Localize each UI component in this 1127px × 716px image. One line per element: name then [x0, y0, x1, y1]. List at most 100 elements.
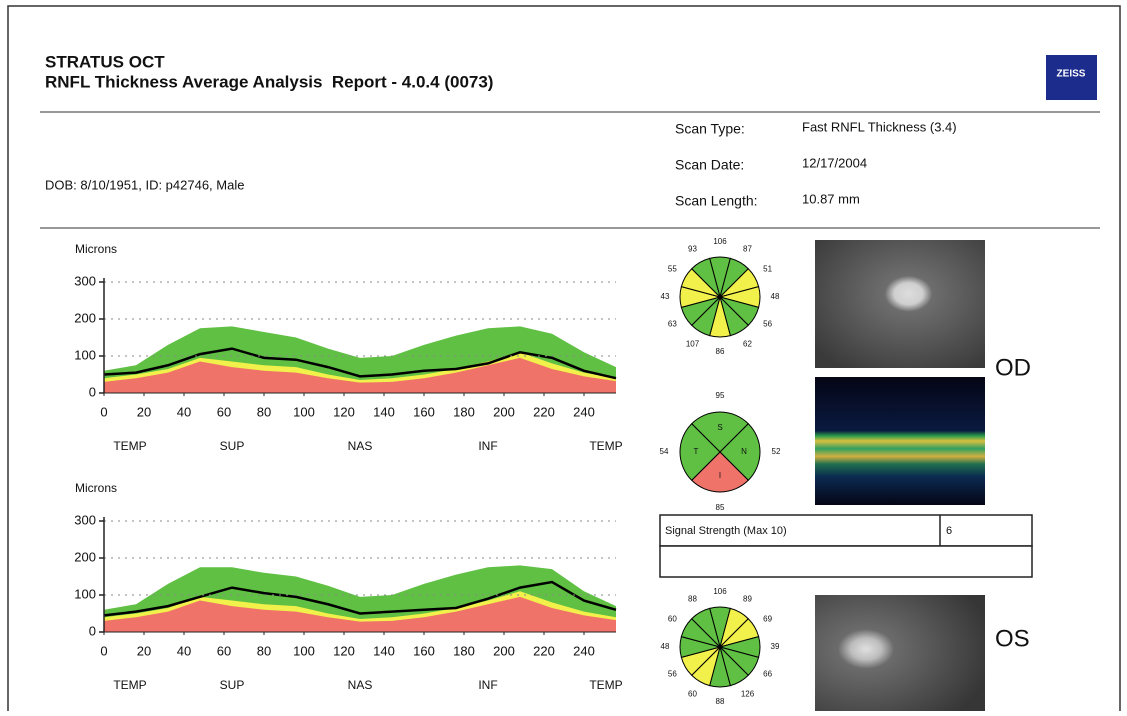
clock-value: 88 — [716, 697, 725, 706]
region-label: SUP — [220, 439, 245, 453]
fundus-image — [815, 595, 985, 715]
clock-value: 86 — [716, 347, 725, 356]
clock-value: 56 — [763, 320, 772, 329]
y-tick-label: 300 — [74, 273, 96, 288]
x-tick-label: 40 — [177, 643, 191, 658]
clock-value: 62 — [743, 340, 752, 349]
patient-info: DOB: 8/10/1951, ID: p42746, Male — [45, 177, 244, 192]
x-tick-label: 20 — [137, 404, 151, 419]
clock-value: 39 — [771, 642, 780, 651]
quadrant-letter: T — [694, 447, 699, 456]
clock-value: 63 — [668, 320, 677, 329]
fundus-image — [815, 240, 985, 368]
clock-value: 88 — [688, 594, 697, 603]
eye-label: OD — [995, 354, 1031, 381]
page-frame — [7, 5, 1121, 716]
normal-band — [104, 596, 616, 632]
x-tick-label: 40 — [177, 404, 191, 419]
logo-box — [1046, 55, 1097, 100]
x-tick-label: 240 — [573, 643, 595, 658]
thickness-line — [103, 580, 617, 617]
x-tick-label: 180 — [453, 404, 475, 419]
quadrant-letter: N — [741, 447, 747, 456]
x-tick-label: 100 — [293, 404, 315, 419]
quadrant-sector — [691, 451, 749, 493]
y-axis-label: Microns — [75, 242, 117, 256]
report-subtitle: RNFL Thickness Average Analysis Report -… — [45, 72, 493, 91]
clock-value: 48 — [771, 292, 780, 301]
clock-sector — [691, 607, 721, 649]
quadrant-value: 85 — [716, 503, 725, 512]
scan-info-label: Scan Length: — [675, 193, 758, 209]
x-tick-label: 60 — [217, 643, 231, 658]
clock-value: 126 — [741, 690, 755, 699]
clock-value: 48 — [661, 642, 670, 651]
clock-value: 56 — [668, 670, 677, 679]
quadrant-value: 95 — [716, 391, 725, 400]
x-tick-label: 0 — [100, 643, 107, 658]
x-tick-label: 140 — [373, 404, 395, 419]
x-tick-label: 80 — [257, 404, 271, 419]
clock-value: 66 — [763, 670, 772, 679]
y-tick-label: 200 — [74, 310, 96, 325]
eye-label: OS — [995, 625, 1030, 652]
report-title: STRATUS OCT — [45, 52, 165, 71]
logo: ZEISS — [1057, 69, 1086, 80]
region-label: INF — [478, 678, 497, 692]
x-tick-label: 0 — [100, 404, 107, 419]
clock-value: 106 — [713, 587, 727, 596]
clock-value: 107 — [686, 340, 700, 349]
quadrant-letter: S — [717, 423, 722, 432]
clock-sector — [691, 257, 721, 299]
x-tick-label: 180 — [453, 643, 475, 658]
scan-info-value: 12/17/2004 — [802, 155, 867, 170]
signal-label: Signal Strength (Max 10) — [665, 525, 787, 537]
y-tick-label: 0 — [89, 623, 96, 638]
clock-value: 106 — [713, 237, 727, 246]
quadrant-sector — [691, 411, 749, 453]
region-label: TEMP — [113, 439, 146, 453]
y-tick-label: 100 — [74, 347, 96, 362]
x-tick-label: 220 — [533, 404, 555, 419]
x-tick-label: 200 — [493, 404, 515, 419]
x-tick-label: 140 — [373, 643, 395, 658]
scan-info-value: 10.87 mm — [802, 191, 860, 206]
x-tick-label: 240 — [573, 404, 595, 419]
clock-value: 69 — [763, 615, 772, 624]
quadrant-sector — [719, 423, 761, 481]
signal-value: 6 — [946, 525, 952, 537]
x-tick-label: 20 — [137, 643, 151, 658]
y-tick-label: 100 — [74, 586, 96, 601]
quadrant-sector — [679, 423, 721, 481]
clock-value: 89 — [743, 594, 752, 603]
clock-center — [717, 644, 723, 650]
quadrant-value: 54 — [660, 447, 669, 456]
x-tick-label: 120 — [333, 643, 355, 658]
x-tick-label: 160 — [413, 643, 435, 658]
y-tick-label: 0 — [89, 384, 96, 399]
region-label: TEMP — [113, 678, 146, 692]
region-label: SUP — [220, 678, 245, 692]
normal-band — [104, 357, 616, 393]
table-row — [659, 545, 1033, 578]
clock-value: 43 — [661, 292, 670, 301]
region-label: TEMP — [589, 439, 622, 453]
scan-info-label: Scan Date: — [675, 157, 744, 173]
region-label: TEMP — [589, 678, 622, 692]
x-tick-label: 160 — [413, 404, 435, 419]
quadrant-letter: I — [719, 471, 721, 480]
y-tick-label: 200 — [74, 549, 96, 564]
x-tick-label: 200 — [493, 643, 515, 658]
region-label: NAS — [348, 439, 373, 453]
y-tick-label: 300 — [74, 512, 96, 527]
x-tick-label: 100 — [293, 643, 315, 658]
thickness-line — [103, 347, 617, 380]
clock-value: 60 — [668, 615, 677, 624]
x-tick-label: 60 — [217, 404, 231, 419]
oct-scan-image — [815, 377, 985, 505]
region-label: NAS — [348, 678, 373, 692]
y-axis-label: Microns — [75, 481, 117, 495]
x-tick-label: 220 — [533, 643, 555, 658]
